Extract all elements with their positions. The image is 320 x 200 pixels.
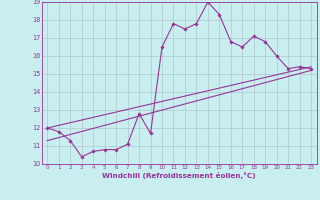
X-axis label: Windchill (Refroidissement éolien,°C): Windchill (Refroidissement éolien,°C) <box>102 172 256 179</box>
